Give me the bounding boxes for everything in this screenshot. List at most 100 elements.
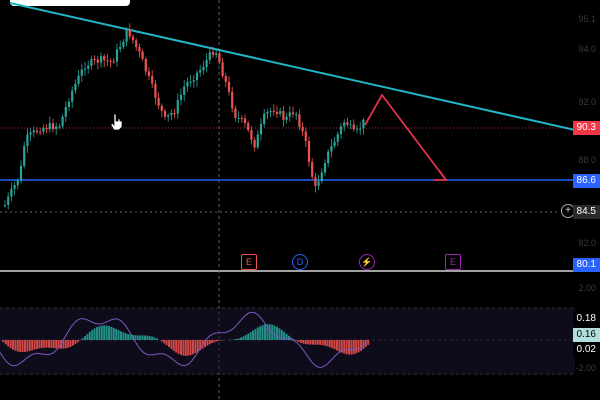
histogram-bar <box>153 337 156 340</box>
candle-body <box>26 134 29 147</box>
candle-body <box>93 59 96 61</box>
candle-body <box>39 131 42 133</box>
oscillator-line <box>0 311 367 368</box>
histogram-bar <box>321 340 324 346</box>
indicator-current-tag[interactable]: 0.16 <box>572 328 600 342</box>
histogram-bar <box>256 327 259 340</box>
histogram-bar <box>283 331 286 340</box>
histogram-bar <box>12 340 14 350</box>
candle-body <box>323 163 327 173</box>
histogram-bar <box>175 340 178 353</box>
histogram-bar <box>134 335 137 340</box>
candle-body <box>240 117 243 119</box>
candle-body <box>243 118 247 124</box>
histogram-bar <box>304 340 307 345</box>
histogram-bar <box>288 335 290 340</box>
histogram-bar <box>52 340 55 349</box>
candle-body <box>128 29 131 37</box>
candle-body <box>314 176 317 186</box>
candle-body <box>355 128 359 130</box>
histogram-bar <box>28 340 31 351</box>
histogram-bar <box>148 336 151 340</box>
histogram-bar <box>204 340 206 348</box>
candle-body <box>144 59 147 72</box>
trend-line[interactable] <box>9 2 576 131</box>
histogram-bar <box>151 336 154 340</box>
candle-body <box>183 86 186 95</box>
drawing-toolbar[interactable] <box>10 0 130 6</box>
indicator-lower-tag[interactable]: 0.02 <box>572 343 600 357</box>
candle-body <box>307 140 311 162</box>
histogram-bar <box>295 340 298 341</box>
earnings-future-marker[interactable]: E <box>445 254 461 270</box>
histogram-bar <box>184 340 187 356</box>
histogram-bar <box>244 335 247 340</box>
axis-tick: 2.00 <box>578 283 596 293</box>
candle-body <box>333 141 336 146</box>
histogram-bar <box>43 340 46 348</box>
candle-body <box>45 127 48 130</box>
histogram-bar <box>93 328 96 340</box>
histogram-bar <box>273 325 276 340</box>
histogram-bar <box>156 338 158 340</box>
candle-body <box>58 126 61 128</box>
histogram-bar <box>343 340 346 354</box>
candle-body <box>304 131 307 141</box>
candle-body <box>71 90 74 102</box>
histogram-bar <box>100 325 103 340</box>
resistance-price-tag[interactable]: 90.3 <box>572 121 600 135</box>
indicator-upper-tag[interactable]: 0.18 <box>572 312 600 326</box>
projection-path[interactable] <box>364 93 447 181</box>
histogram-bar <box>331 340 334 349</box>
candle-body <box>285 116 288 120</box>
histogram-bar <box>312 340 314 345</box>
candle-body <box>99 56 103 63</box>
candle-body <box>211 52 215 55</box>
candle-body <box>256 134 259 148</box>
histogram-bar <box>170 340 173 350</box>
histogram-bar <box>340 340 343 353</box>
candle-body <box>176 99 179 114</box>
histogram-bar <box>314 340 317 345</box>
candle-body <box>343 122 346 127</box>
candle-body <box>83 68 87 70</box>
candle-body <box>327 151 330 164</box>
histogram-bar <box>290 337 293 340</box>
histogram-bar <box>252 330 254 340</box>
current-price-tag[interactable]: 84.5 <box>572 205 600 219</box>
split-marker[interactable]: ⚡ <box>359 254 375 270</box>
candle-body <box>237 117 240 119</box>
histogram-bar <box>268 324 271 340</box>
histogram-bar <box>189 340 192 356</box>
histogram-bar <box>216 340 218 342</box>
candle-body <box>23 146 26 166</box>
histogram-bar <box>264 324 266 340</box>
histogram-bar <box>348 340 350 355</box>
candle-body <box>349 124 352 126</box>
histogram-bar <box>180 340 182 355</box>
indicator-boundary-tag[interactable]: 80.1 <box>572 258 600 272</box>
histogram-bar <box>86 333 89 340</box>
candle-body <box>35 130 39 132</box>
histogram-bar <box>48 340 50 348</box>
axis-tick: 88.0 <box>578 155 596 165</box>
candle-body <box>131 36 135 41</box>
histogram-bar <box>168 340 170 348</box>
histogram-bar <box>208 340 211 345</box>
dividend-marker[interactable]: D <box>292 254 308 270</box>
histogram-bar <box>62 340 65 349</box>
histogram-bar <box>364 340 367 348</box>
histogram-bar <box>278 328 281 340</box>
histogram-bar <box>292 339 295 340</box>
histogram-bar <box>129 334 132 340</box>
histogram-bar <box>81 338 84 340</box>
histogram-bar <box>218 340 221 341</box>
histogram-bar <box>55 340 58 349</box>
histogram-bar <box>74 340 77 345</box>
candle-body <box>32 130 35 133</box>
support-price-tag[interactable]: 86.6 <box>572 174 600 188</box>
earnings-marker[interactable]: E <box>241 254 257 270</box>
candle-body <box>61 116 64 127</box>
